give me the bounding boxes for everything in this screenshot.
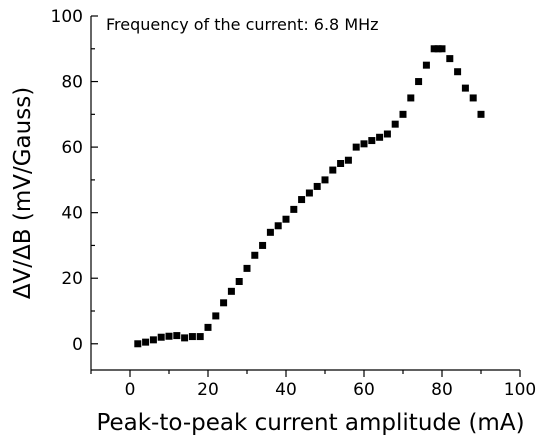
data-point: [461, 84, 469, 92]
data-point: [196, 333, 204, 341]
data-point: [352, 143, 360, 151]
data-point: [282, 215, 290, 223]
data-point: [321, 176, 329, 184]
data-point: [243, 264, 251, 272]
tick-marks: [90, 15, 521, 377]
data-point: [438, 45, 446, 53]
data-point: [477, 110, 485, 118]
data-point: [313, 182, 321, 190]
data-point: [329, 166, 337, 174]
data-point: [430, 45, 438, 53]
data-point: [391, 120, 399, 128]
y-axis-title: ΔV/ΔB (mV/Gauss): [10, 87, 36, 299]
x-axis-title: Peak-to-peak current amplitude (mA): [96, 410, 524, 436]
y-tick-label: 100: [51, 7, 83, 27]
x-tick-label: 20: [197, 380, 219, 400]
data-point: [149, 336, 157, 344]
data-point: [181, 334, 189, 342]
data-point: [383, 130, 391, 138]
x-tick-label: 80: [431, 380, 453, 400]
data-point: [251, 251, 259, 259]
data-point: [259, 241, 267, 249]
data-point: [204, 323, 212, 331]
tick-labels: 0 20 40 60 80 100 0 20 40 60 80 100: [51, 7, 537, 400]
data-point: [212, 312, 220, 320]
y-tick-label: 80: [61, 73, 83, 93]
data-point: [446, 55, 454, 63]
data-point: [266, 228, 274, 236]
data-point: [434, 45, 442, 53]
data-point: [142, 338, 150, 346]
data-point: [376, 133, 384, 141]
y-tick-label: 60: [61, 138, 83, 158]
data-point: [290, 205, 298, 213]
data-point: [469, 94, 477, 102]
data-point: [305, 189, 313, 197]
data-point: [274, 222, 282, 230]
data-point: [220, 299, 228, 307]
y-tick-label: 40: [61, 204, 83, 224]
x-tick-label: 60: [353, 380, 375, 400]
y-tick-label: 20: [61, 269, 83, 289]
data-point: [454, 68, 462, 76]
data-point: [157, 333, 165, 341]
data-point: [344, 156, 352, 164]
data-point: [337, 160, 345, 167]
data-point: [407, 94, 415, 102]
x-tick-label: 0: [125, 380, 136, 400]
data-point: [422, 61, 430, 69]
frequency-annotation: Frequency of the current: 6.8 MHz: [106, 15, 379, 34]
y-tick-label: 0: [72, 335, 83, 355]
data-point: [360, 140, 368, 148]
data-point: [165, 332, 173, 340]
data-point: [298, 196, 306, 204]
data-point: [368, 137, 376, 145]
data-point: [134, 340, 142, 348]
x-tick-label: 40: [275, 380, 297, 400]
data-point: [415, 78, 423, 86]
data-point: [399, 110, 407, 118]
x-tick-label: 100: [504, 380, 536, 400]
data-point: [227, 287, 235, 295]
data-point: [235, 278, 243, 285]
data-points: [134, 45, 485, 348]
data-point: [188, 333, 196, 341]
data-point: [173, 332, 181, 340]
